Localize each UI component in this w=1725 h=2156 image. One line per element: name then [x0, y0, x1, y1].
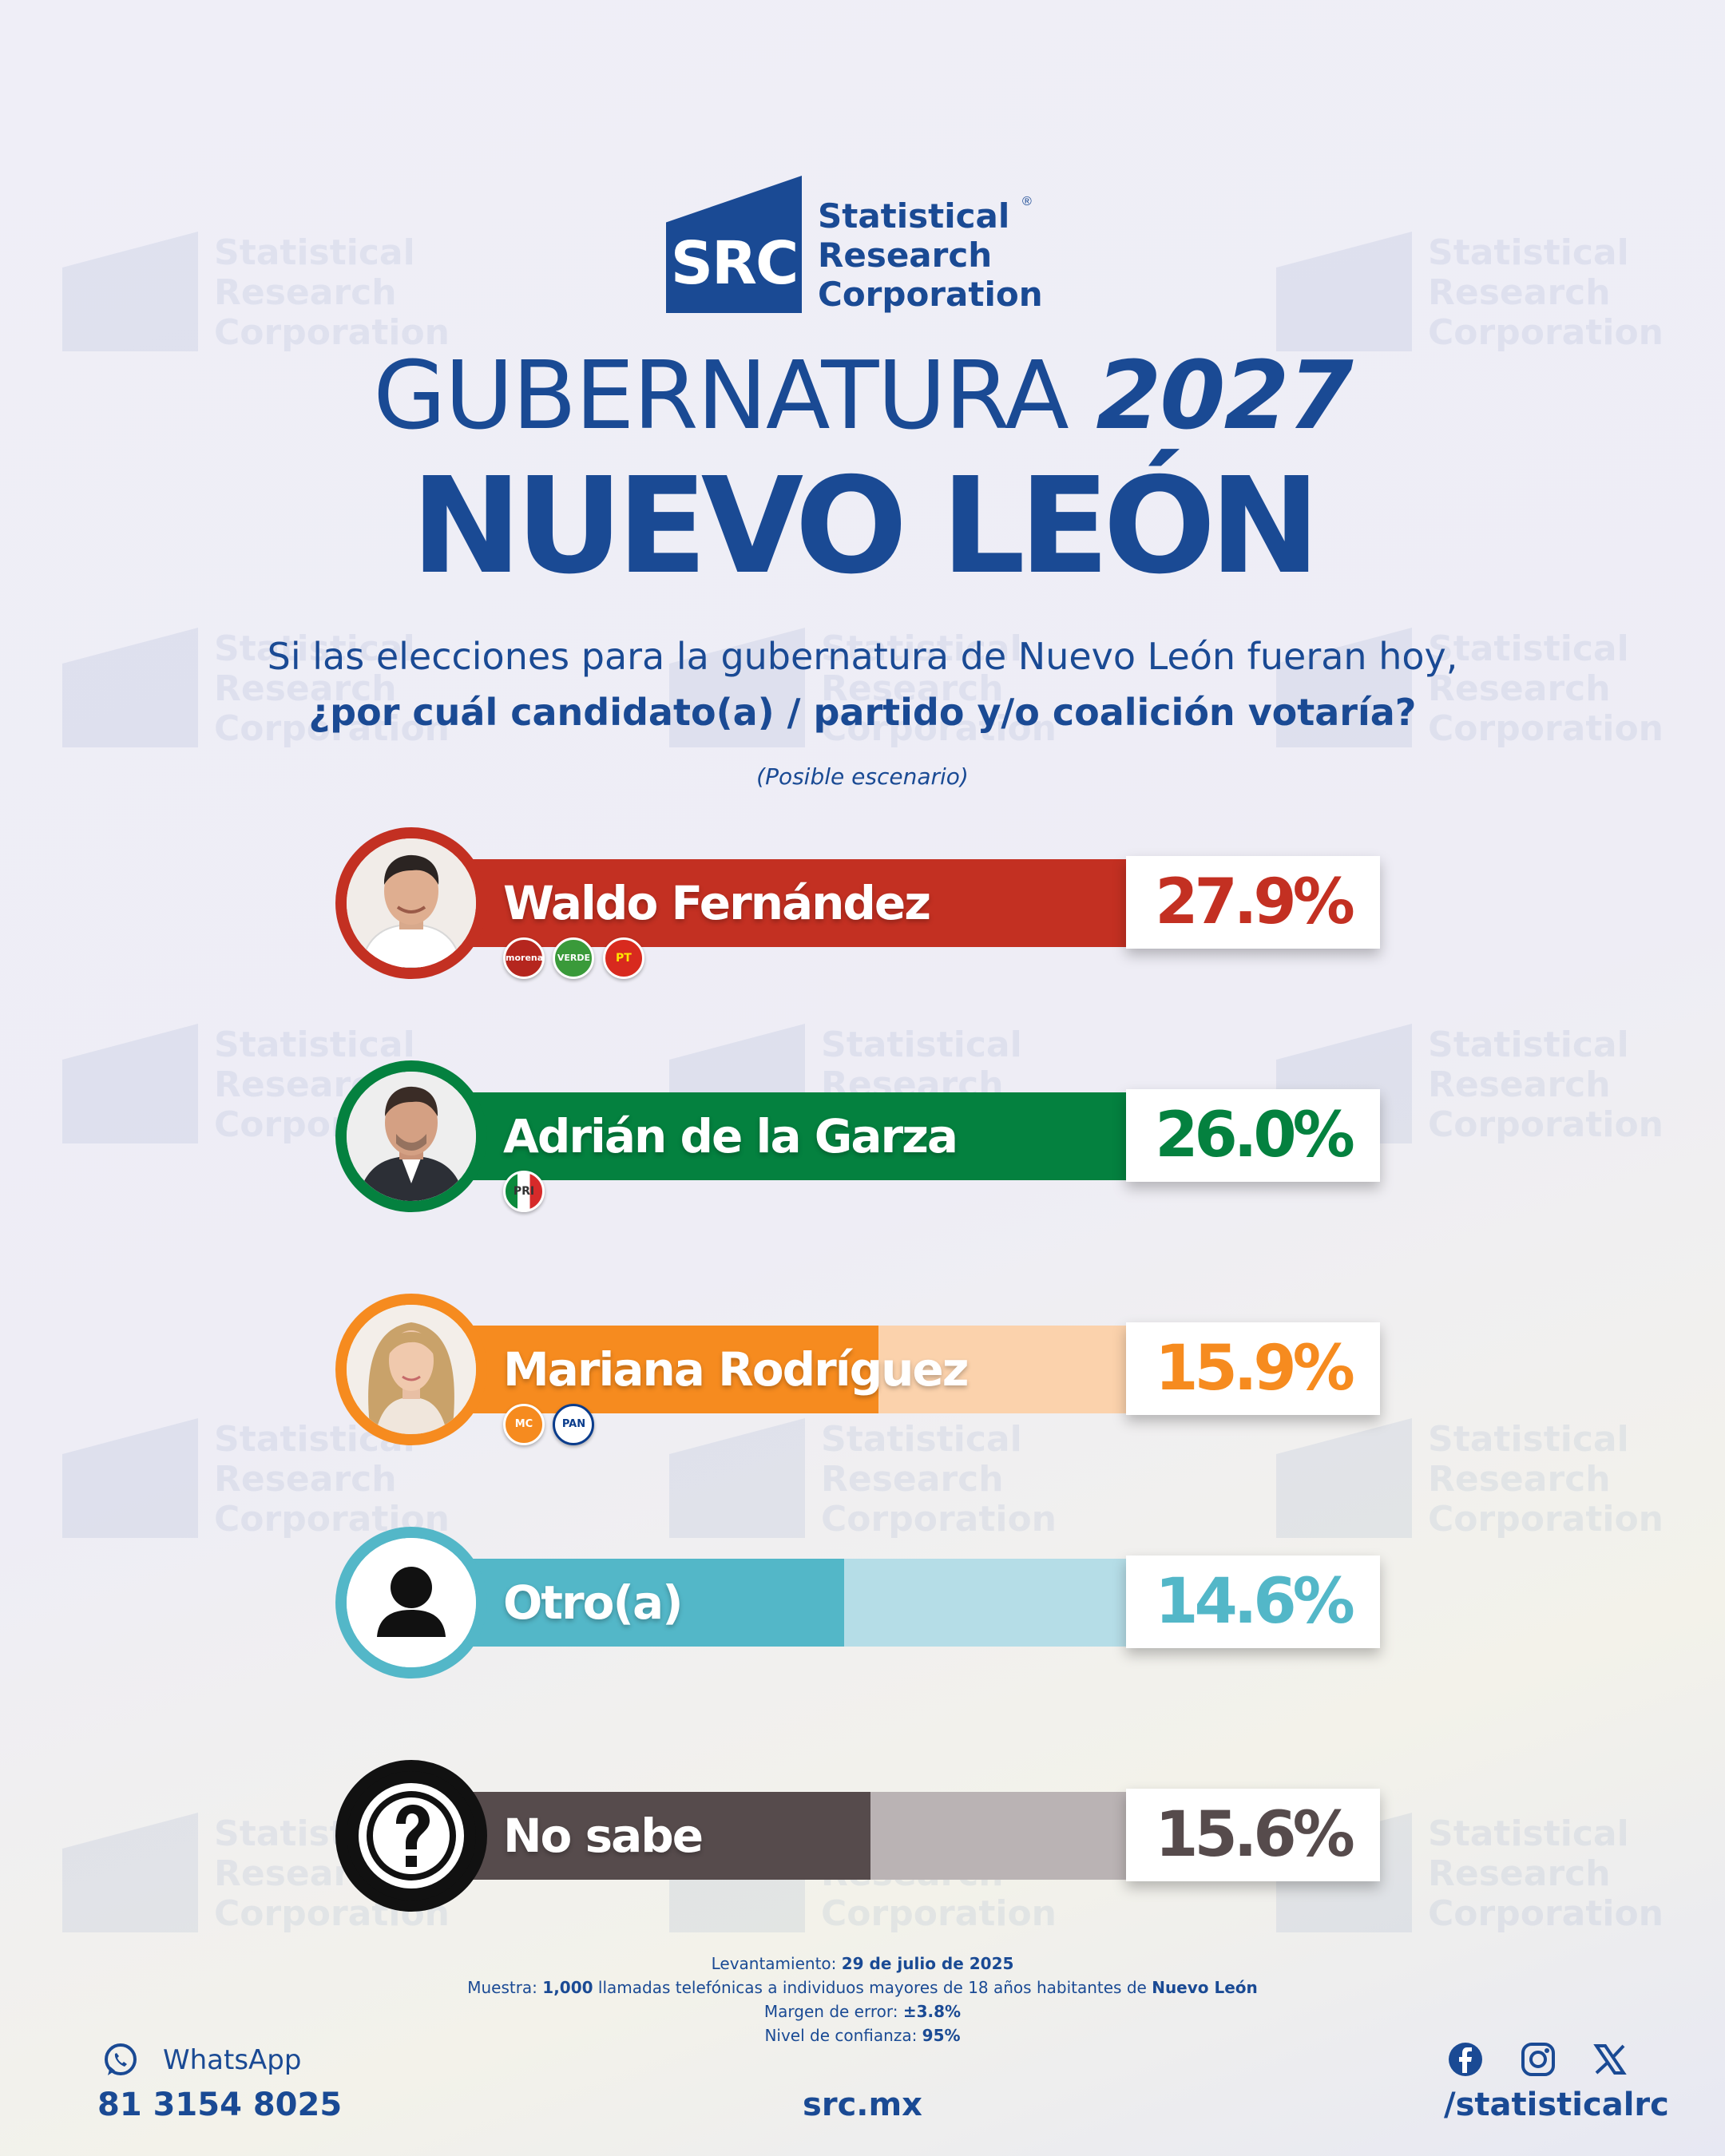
company-name-line: Research: [818, 236, 993, 275]
bar-category-label: Waldo Fernández: [503, 876, 931, 930]
bar-track: [455, 1092, 1254, 1180]
question-text: Si las elecciones para la gubernatura de…: [267, 635, 1458, 678]
company-name-line: Corporation: [818, 275, 1043, 314]
party-badge-pan: PAN: [553, 1404, 595, 1445]
party-badges: MC PAN: [503, 1404, 599, 1445]
candidate-photo-icon: [335, 1294, 487, 1445]
bar-row: 14.6% Otro(a): [335, 1527, 1390, 1678]
party-badges: PRI: [503, 1171, 549, 1212]
bar-fill: [455, 859, 1198, 947]
bar-track: [455, 1326, 1254, 1413]
party-badge-mc: MC: [503, 1404, 545, 1445]
registered-mark: ®: [1022, 195, 1032, 208]
website-link[interactable]: src.mx: [803, 2087, 922, 2123]
error-margin-line: Margen de error: ±3.8%: [0, 1999, 1725, 2023]
bar-fill: [455, 1092, 1148, 1180]
bar-value-label: 15.6%: [1126, 1789, 1380, 1881]
sample-line: Muestra: 1,000 llamadas telefónicas a in…: [0, 1976, 1725, 1999]
party-badge-morena: morena: [503, 937, 545, 979]
confidence-line: Nivel de confianza: 95%: [0, 2023, 1725, 2047]
src-logo-text: SRC: [670, 229, 799, 298]
confidence-label: Nivel de confianza:: [764, 2026, 918, 2045]
title-state: NUEVO LEÓN: [410, 450, 1321, 604]
bar-track: [455, 1792, 1254, 1880]
bar-value-label: 15.9%: [1126, 1322, 1380, 1415]
bar-category-label: Adrián de la Garza: [503, 1109, 958, 1163]
person-silhouette-icon: [335, 1527, 487, 1678]
bar-fill: [455, 1326, 878, 1413]
bar-fill: [455, 1792, 870, 1880]
bar-row: 26.0% Adrián de la Garza PRI: [335, 1060, 1390, 1212]
bar-category-label: No sabe: [503, 1809, 704, 1863]
sample-label: Muestra:: [467, 1978, 537, 1997]
bar-row: 27.9% Waldo Fernández morena VERDE PT: [335, 827, 1390, 979]
party-badge-pt: PT: [602, 937, 644, 979]
bar-category-label: Mariana Rodríguez: [503, 1342, 970, 1397]
bar-track: [455, 1559, 1254, 1647]
bar-category-label: Otro(a): [503, 1575, 684, 1630]
methodology-notes: Levantamiento: 29 de julio de 2025 Muest…: [0, 1952, 1725, 2047]
party-badges: morena VERDE PT: [503, 937, 649, 979]
title-gubernatura: GUBERNATURA 2027: [0, 343, 1725, 447]
party-badge-verde: VERDE: [553, 937, 595, 979]
question-text-bold: ¿por cuál candidato(a) / partido y/o coa…: [308, 691, 1417, 734]
sample-text: llamadas telefónicas a individuos mayore…: [597, 1978, 1147, 1997]
whatsapp-label: WhatsApp: [163, 2044, 302, 2076]
phone-number[interactable]: 81 3154 8025: [97, 2087, 343, 2123]
bar-row: 15.6% No sabe: [335, 1760, 1390, 1912]
title-word: GUBERNATURA: [373, 340, 1069, 450]
facebook-icon[interactable]: [1447, 2041, 1484, 2078]
company-name-line: Statistical: [818, 196, 1010, 236]
confidence-value: 95%: [922, 2026, 961, 2045]
company-name: Statistical Research Corporation: [818, 196, 1043, 314]
title-year: 2027: [1096, 340, 1353, 450]
social-handle[interactable]: /statisticalrc: [1444, 2087, 1669, 2123]
bar-row: 15.9% Mariana Rodríguez MC PAN: [335, 1294, 1390, 1445]
bar-fill: [455, 1559, 844, 1647]
x-icon[interactable]: [1592, 2041, 1628, 2078]
sample-place: Nuevo León: [1152, 1978, 1258, 1997]
party-badge-pri: PRI: [503, 1171, 545, 1212]
candidate-photo-icon: [335, 827, 487, 979]
candidate-photo-icon: [335, 1060, 487, 1212]
whatsapp-icon[interactable]: [102, 2042, 139, 2079]
survey-date-label: Levantamiento:: [711, 1954, 837, 1973]
error-margin-value: ±3.8%: [902, 2002, 962, 2021]
bar-track: [455, 859, 1254, 947]
instagram-icon[interactable]: [1520, 2041, 1556, 2078]
question-mark-icon: [335, 1760, 487, 1912]
sample-value: 1,000: [542, 1978, 593, 1997]
bar-value-label: 26.0%: [1126, 1089, 1380, 1182]
bar-value-label: 27.9%: [1126, 856, 1380, 949]
bar-value-label: 14.6%: [1126, 1556, 1380, 1648]
survey-date-line: Levantamiento: 29 de julio de 2025: [0, 1952, 1725, 1976]
error-margin-label: Margen de error:: [763, 2002, 898, 2021]
scenario-note: (Posible escenario): [756, 763, 969, 790]
survey-date-value: 29 de julio de 2025: [841, 1954, 1014, 1973]
